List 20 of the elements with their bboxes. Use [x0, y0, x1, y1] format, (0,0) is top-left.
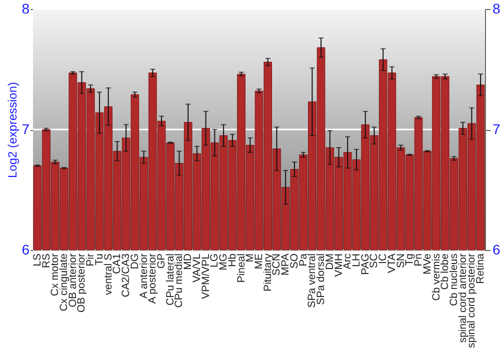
- x-tick-label: A posterior: [146, 253, 159, 304]
- y-tick-label: 6: [22, 242, 30, 258]
- x-tick-label: VTA: [386, 254, 398, 274]
- x-tick-label: LH: [350, 254, 362, 267]
- x-tick-label: DM: [324, 254, 336, 270]
- x-tick-label: Tg: [404, 253, 416, 266]
- y-tick-label: 8: [22, 0, 30, 16]
- y2-tick-label: 7: [492, 121, 500, 137]
- x-tick-label: OB posterior: [76, 253, 88, 312]
- x-tick-label: VA/VL: [190, 253, 203, 282]
- y-tick-label: 7: [22, 121, 30, 137]
- y2-tick-label: 8: [492, 0, 500, 16]
- x-tick-label: DG: [128, 254, 141, 270]
- x-tick-label: Cb nucleus: [448, 254, 460, 306]
- x-tick-label: Tu: [93, 253, 106, 266]
- y2-tick-label: 6: [492, 242, 500, 258]
- x-tick-label: Hb: [226, 253, 238, 267]
- x-tick-label: MVe: [421, 253, 434, 275]
- x-tick-label: SO: [288, 254, 300, 269]
- y-axis-title: Log2 (expression): [6, 82, 20, 178]
